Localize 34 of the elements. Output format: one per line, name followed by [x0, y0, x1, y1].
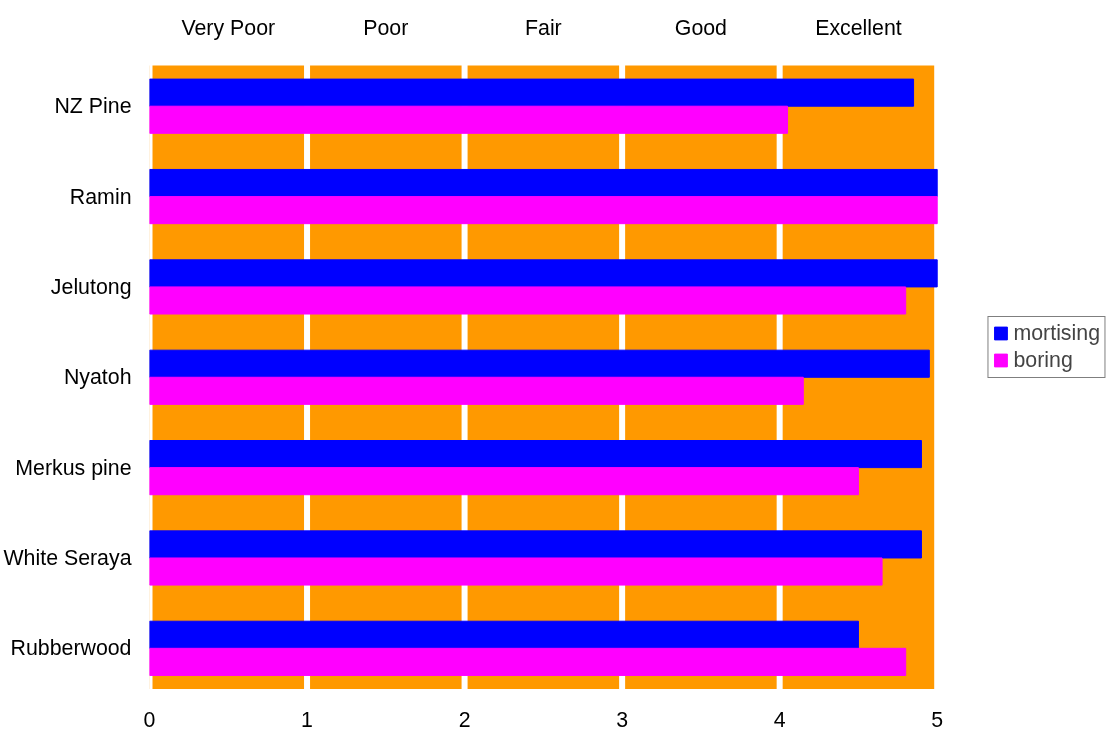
bar — [149, 376, 804, 405]
x-tick-label: 3 — [616, 707, 629, 729]
legend-label: mortising — [1013, 320, 1100, 346]
bar — [149, 467, 859, 496]
x-tick-label: 2 — [458, 707, 471, 729]
bar — [149, 557, 883, 586]
bar — [149, 168, 938, 198]
bar — [149, 259, 938, 288]
bar — [149, 530, 922, 559]
text: Poor — [363, 15, 409, 40]
bar — [149, 440, 922, 469]
x-tick-label: 1 — [301, 707, 313, 729]
text: Good — [674, 15, 727, 40]
bar — [149, 196, 938, 225]
x-tick-label: 5 — [931, 707, 944, 729]
text: Fair — [524, 15, 562, 40]
bar — [149, 286, 907, 315]
y-tick-label: Rubberwood — [10, 636, 132, 661]
x-tick-label: 0 — [143, 707, 156, 729]
bar — [149, 78, 915, 107]
bar — [149, 349, 930, 378]
y-tick-label: White Seraya — [3, 545, 132, 570]
bar — [149, 105, 789, 134]
bar — [149, 647, 907, 676]
y-tick-label: NZ Pine — [54, 94, 132, 119]
text: Very Poor — [181, 15, 276, 40]
bar — [149, 620, 859, 649]
x-tick-label: 4 — [773, 707, 786, 729]
legend-label: boring — [1013, 347, 1073, 373]
text: Excellent — [815, 15, 902, 40]
y-tick-label: Ramin — [69, 184, 132, 209]
y-tick-label: Merkus pine — [15, 455, 132, 480]
y-tick-label: Nyatoh — [63, 365, 132, 390]
y-tick-label: Jelutong — [50, 274, 132, 299]
